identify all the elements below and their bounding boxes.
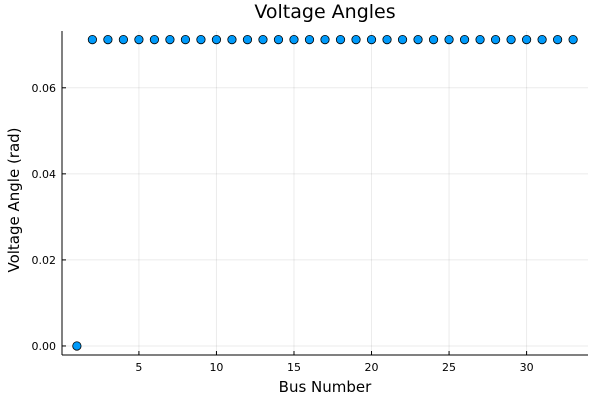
data-point <box>335 35 346 45</box>
x-tick-label: 10 <box>209 361 223 374</box>
grid-layer <box>62 31 588 355</box>
data-point <box>242 35 253 45</box>
data-point <box>304 35 315 45</box>
data-point <box>211 35 222 45</box>
tick-layer: 5 10 15 20 25 30 0.00 0.02 0.04 0.06 <box>32 82 534 374</box>
y-tick-label: 0.00 <box>32 340 57 353</box>
data-point <box>382 35 392 45</box>
data-point <box>289 35 299 45</box>
data-point <box>149 35 160 45</box>
data-point <box>506 35 516 45</box>
data-point <box>521 35 532 45</box>
data-point <box>72 341 82 351</box>
data-point <box>273 35 284 45</box>
data-point <box>490 35 501 45</box>
data-point <box>459 35 470 45</box>
data-point <box>118 35 129 45</box>
data-point <box>180 35 191 45</box>
y-tick-label: 0.06 <box>32 82 57 95</box>
x-tick-label: 30 <box>520 361 534 374</box>
data-point <box>475 35 485 45</box>
x-tick-label: 20 <box>365 361 379 374</box>
data-point <box>413 35 423 45</box>
data-point <box>134 35 144 45</box>
chart-title: Voltage Angles <box>254 1 395 23</box>
axes-layer <box>61 31 588 356</box>
data-point <box>227 35 237 45</box>
data-point <box>568 35 578 45</box>
y-tick-label: 0.02 <box>32 254 57 267</box>
x-tick-label: 15 <box>287 361 301 374</box>
points-layer <box>72 35 578 351</box>
y-tick-label: 0.04 <box>32 168 57 181</box>
data-point <box>320 35 330 45</box>
data-point <box>366 35 377 45</box>
data-point <box>87 35 97 45</box>
data-point <box>351 35 361 45</box>
data-point <box>196 35 206 45</box>
data-point <box>428 35 439 45</box>
data-point <box>397 35 408 45</box>
data-point <box>103 35 113 45</box>
x-tick-label: 5 <box>135 361 142 374</box>
x-axis-label: Bus Number <box>279 378 372 396</box>
data-point <box>258 35 268 45</box>
data-point <box>553 35 563 45</box>
y-axis-label: Voltage Angle (rad) <box>5 127 23 272</box>
data-point <box>537 35 547 45</box>
data-point <box>165 35 175 45</box>
data-point <box>444 35 454 45</box>
x-tick-label: 25 <box>442 361 456 374</box>
